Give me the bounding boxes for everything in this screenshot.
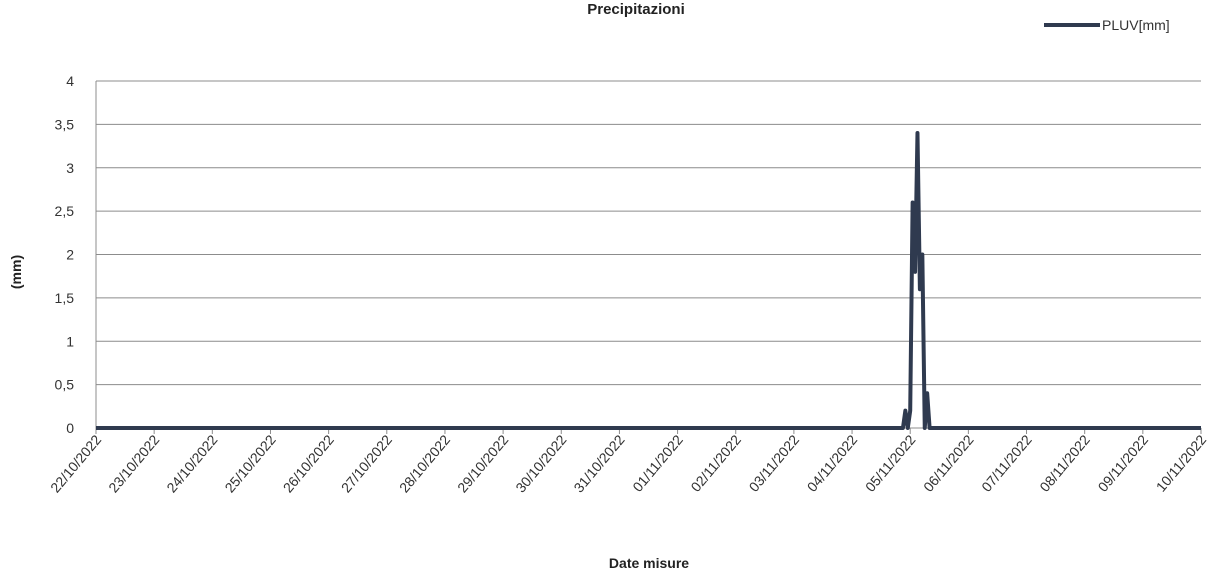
x-tick-label: 04/11/2022 [804,431,861,494]
x-tick-label: 22/10/2022 [47,431,104,495]
x-axis-title: Date misure [609,555,689,571]
legend: PLUV[mm] [1044,17,1170,33]
x-tick-label: 29/10/2022 [454,431,511,495]
x-tick-label: 28/10/2022 [396,431,453,495]
x-tick-label: 06/11/2022 [920,431,977,494]
x-tick-label: 25/10/2022 [221,431,278,495]
y-tick-label: 0,5 [55,377,75,393]
x-tick-label: 08/11/2022 [1036,431,1093,494]
x-tick-label: 30/10/2022 [512,431,569,495]
x-tick-label: 23/10/2022 [105,431,162,495]
y-axis-title: (mm) [8,255,24,289]
y-tick-label: 1 [66,333,74,349]
series-line-0 [96,131,1201,430]
y-tick-label: 1,5 [55,290,75,306]
x-tick-label: 03/11/2022 [746,431,803,494]
y-tick-label: 2 [66,247,74,263]
y-tick-label: 2,5 [55,203,75,219]
x-tick-label: 05/11/2022 [862,431,919,494]
x-tick-label: 01/11/2022 [629,431,686,494]
y-tick-label: 0 [66,420,74,436]
x-axis-ticks: 22/10/2022 23/10/2022 24/10/2022 25/10/2022… [47,428,1209,496]
y-axis-ticks: 0 0,5 1 1,5 2 2,5 3 3,5 4 [55,73,75,436]
x-tick-label: 26/10/2022 [280,431,337,495]
x-tick-label: 02/11/2022 [687,431,744,494]
y-tick-label: 3,5 [55,116,75,132]
gridlines [95,80,1201,429]
y-tick-label: 4 [66,73,74,89]
legend-label-pluv: PLUV[mm] [1102,17,1170,33]
x-tick-label: 09/11/2022 [1095,431,1152,494]
x-tick-label: 31/10/2022 [570,431,627,495]
x-tick-label: 10/11/2022 [1153,431,1210,494]
chart-title: Precipitazioni [587,1,685,18]
x-tick-label: 07/11/2022 [978,431,1035,494]
y-tick-label: 3 [66,160,74,176]
x-tick-label: 27/10/2022 [338,431,395,495]
series-layer [96,131,1201,430]
x-tick-label: 24/10/2022 [163,431,220,495]
